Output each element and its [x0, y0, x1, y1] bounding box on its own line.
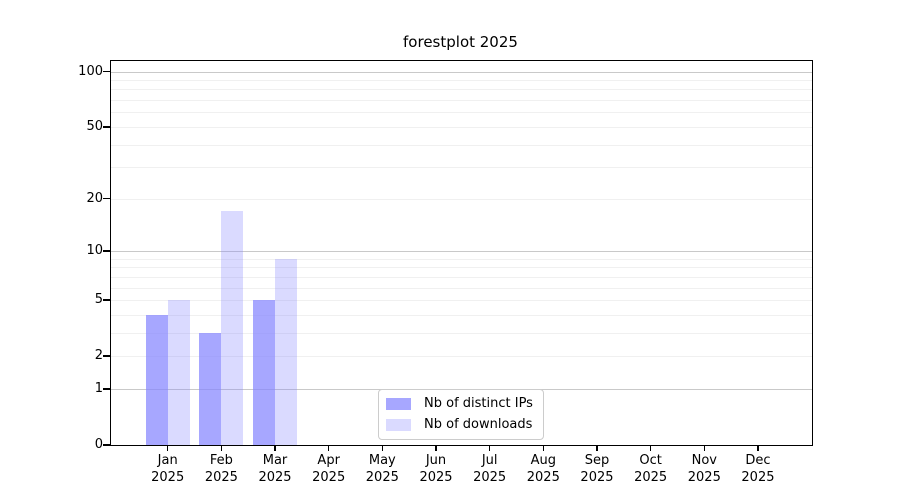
plot-area: 0 1 2 5 10 20 50 100 Jan 2025 Feb 2025 Mar 2025 Apr 202… — [78, 60, 813, 485]
x-tick-mark — [757, 446, 759, 451]
x-tick-mark — [649, 446, 652, 451]
y-axis-tick-label: 0 — [94, 437, 103, 452]
legend-label-downloads: Nb of downloads — [424, 417, 533, 432]
y-axis-tick-label: 5 — [94, 292, 103, 308]
y-tick-mark — [103, 388, 110, 390]
x-tick-mark — [167, 446, 169, 451]
legend-swatch-downloads — [386, 419, 411, 431]
y-tick-mark — [103, 444, 110, 446]
x-axis-tick-label: Aug 2025 — [526, 453, 560, 485]
gridline-minor — [111, 126, 812, 128]
y-axis-tick-label: 50 — [86, 118, 103, 134]
x-tick-mark — [703, 446, 705, 451]
gridline-minor — [111, 300, 812, 302]
x-axis-tick-label: Mar 2025 — [258, 453, 292, 485]
gridline-minor — [111, 144, 812, 146]
x-axis-tick-label: Jan 2025 — [151, 453, 185, 485]
gridline-minor — [111, 80, 812, 82]
y-axis-tick-label: 10 — [86, 242, 103, 258]
gridline-minor — [111, 356, 812, 358]
gridline-minor — [111, 198, 812, 200]
x-axis-tick-label: Jul 2025 — [473, 453, 507, 485]
bar-distinct-ips — [253, 300, 276, 445]
gridline-minor — [111, 167, 812, 169]
y-axis-tick-label: 100 — [78, 63, 103, 79]
legend-swatch-distinct-ips — [386, 398, 411, 410]
gridline-minor — [111, 314, 812, 316]
y-tick-mark — [103, 250, 110, 252]
gridline-minor — [111, 89, 812, 91]
y-tick-mark — [103, 126, 110, 128]
gridline-minor — [111, 112, 812, 114]
x-tick-mark — [274, 446, 276, 451]
x-axis-tick-label: Sep 2025 — [580, 453, 614, 485]
x-axis-tick-label: May 2025 — [365, 453, 399, 485]
x-tick-mark — [381, 446, 384, 451]
x-tick-mark — [596, 446, 598, 451]
bar-downloads — [167, 300, 190, 445]
gridline-minor — [111, 267, 812, 269]
y-axis-tick-label: 1 — [94, 380, 103, 396]
bar-distinct-ips — [145, 314, 168, 445]
x-tick-mark — [327, 446, 330, 451]
y-axis-tick-label: 20 — [86, 190, 103, 206]
gridline-minor — [111, 332, 812, 334]
gridline-minor — [111, 287, 812, 289]
y-tick-mark — [103, 70, 110, 73]
gridline-minor — [111, 100, 812, 102]
x-axis-tick-label: Oct 2025 — [634, 453, 668, 485]
y-tick-mark — [103, 197, 110, 200]
legend-item-distinct-ips: Nb of distinct IPs — [386, 396, 533, 412]
y-axis-tick-label: 2 — [94, 348, 103, 364]
x-axis-tick-label: Jun 2025 — [419, 453, 453, 485]
gridline-major — [111, 71, 812, 73]
gridline-minor — [111, 276, 812, 278]
legend-label-distinct-ips: Nb of distinct IPs — [424, 396, 533, 411]
x-tick-mark — [488, 446, 491, 451]
x-tick-mark — [542, 446, 544, 451]
gridline-minor — [111, 258, 812, 260]
chart-title: forestplot 2025 — [403, 33, 518, 51]
bar-downloads — [221, 211, 244, 445]
x-axis-tick-label: Nov 2025 — [687, 453, 721, 485]
legend-item-downloads: Nb of downloads — [386, 417, 533, 433]
bar-distinct-ips — [199, 332, 222, 445]
gridline-major — [111, 250, 812, 252]
x-axis-tick-label: Apr 2025 — [312, 453, 346, 485]
y-tick-mark — [103, 355, 110, 357]
x-tick-mark — [435, 446, 437, 451]
x-tick-mark — [220, 446, 223, 451]
legend: Nb of distinct IPs Nb of downloads — [378, 389, 544, 440]
bar-downloads — [275, 258, 298, 445]
y-tick-mark — [103, 299, 110, 301]
x-axis-tick-label: Dec 2025 — [741, 453, 775, 485]
x-axis-tick-label: Feb 2025 — [204, 453, 238, 485]
